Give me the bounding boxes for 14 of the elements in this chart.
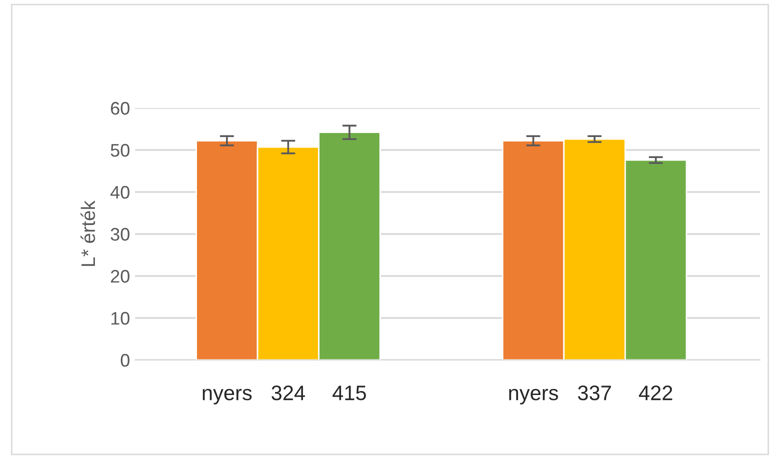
x-tick-label: 337	[578, 386, 611, 400]
y-tick-label: 0	[120, 354, 130, 367]
x-tick-label: 415	[332, 386, 366, 400]
x-tick-label: nyers	[509, 388, 558, 404]
y-tick-label: 40	[110, 186, 130, 199]
y-tick-label: 60	[110, 102, 130, 115]
y-axis-title: L* érték	[80, 200, 96, 266]
y-tick-label: 50	[110, 144, 130, 157]
y-tick-label: 10	[111, 312, 130, 325]
y-tick-label: 30	[110, 228, 130, 241]
x-tick-label: nyers	[202, 388, 252, 404]
x-tick-label: 422	[638, 386, 672, 400]
x-tick-label: 324	[272, 386, 305, 400]
y-tick-label: 20	[110, 270, 130, 283]
